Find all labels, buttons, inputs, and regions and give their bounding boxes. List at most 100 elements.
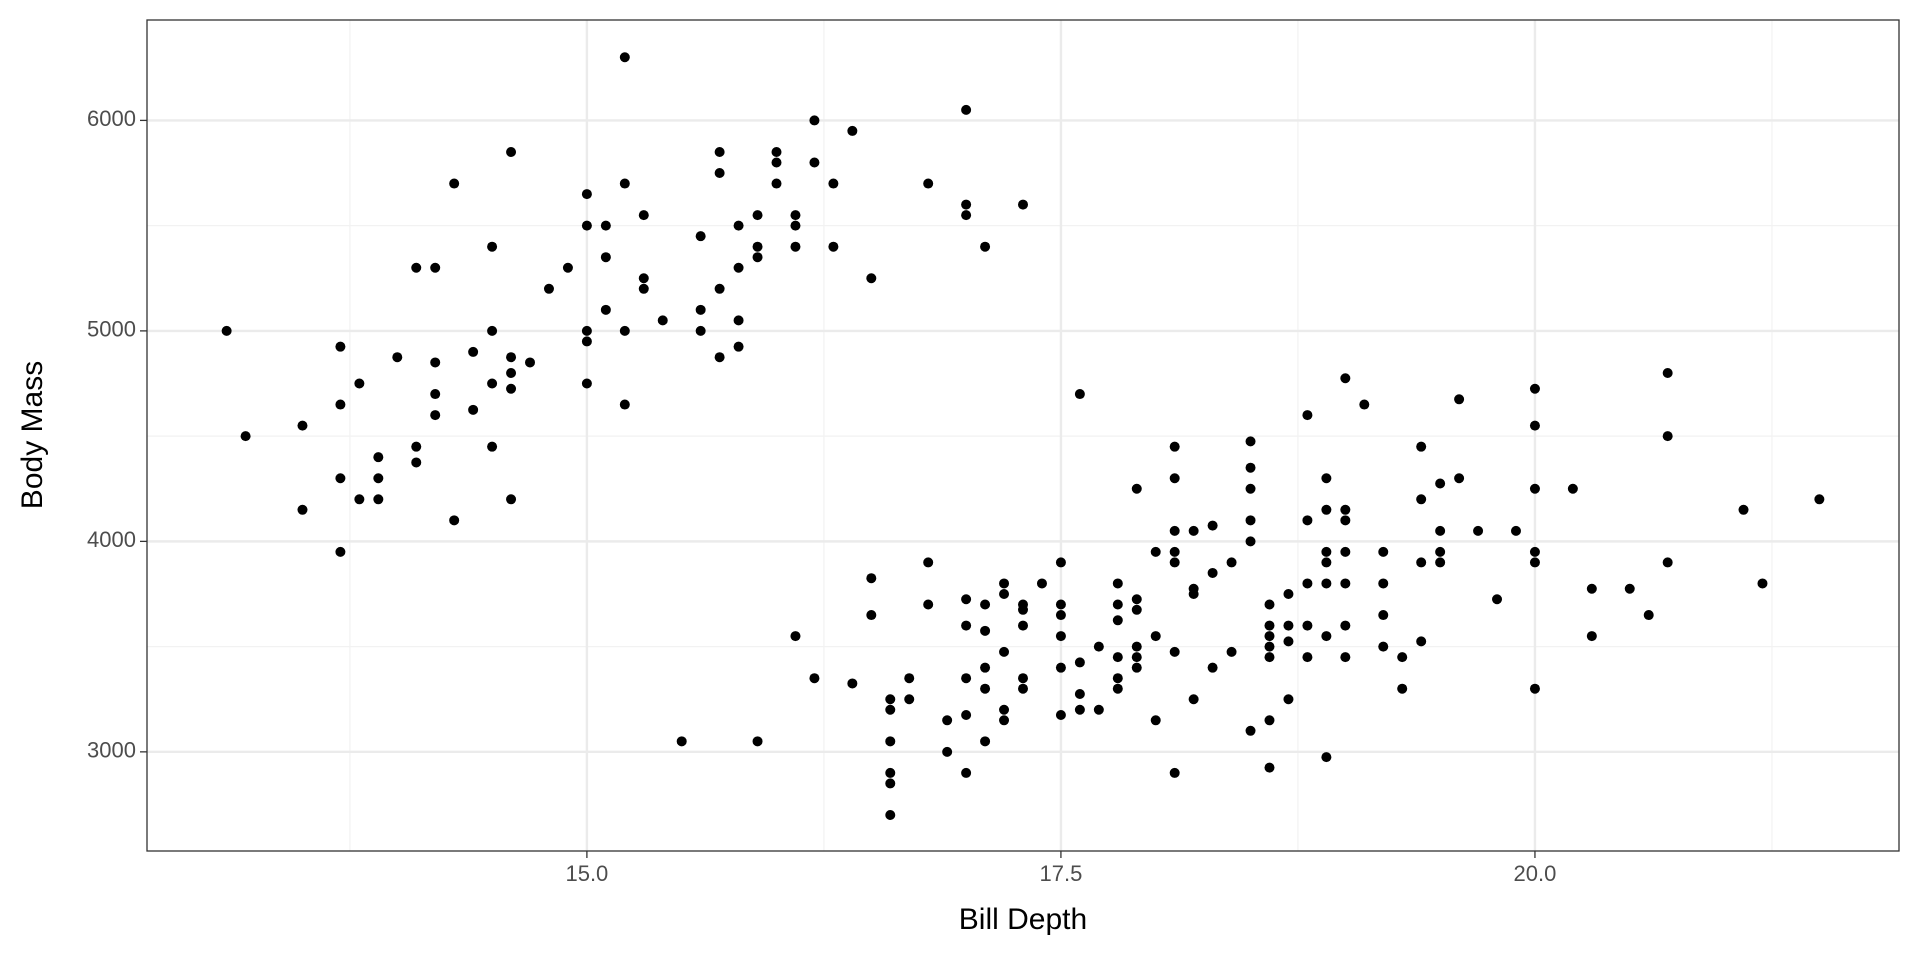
point	[923, 599, 934, 610]
point	[1397, 683, 1408, 694]
point	[1018, 620, 1028, 631]
point	[1378, 578, 1389, 589]
point	[1264, 762, 1275, 773]
point	[1245, 483, 1256, 494]
point	[430, 262, 441, 273]
point	[1264, 620, 1275, 631]
point	[1340, 652, 1351, 663]
point	[1131, 652, 1142, 663]
point	[1321, 631, 1332, 642]
x-tick-label: 15.0	[565, 861, 608, 886]
point	[392, 352, 403, 363]
point	[1435, 478, 1446, 489]
point	[1112, 652, 1123, 663]
point	[790, 220, 801, 231]
point	[1340, 504, 1351, 515]
point	[1169, 557, 1180, 568]
point	[733, 341, 744, 352]
panel-border	[146, 19, 1900, 852]
point	[961, 710, 972, 721]
point	[1321, 546, 1332, 557]
point	[297, 420, 308, 431]
point	[1036, 578, 1047, 589]
point	[1112, 578, 1123, 589]
point	[1188, 588, 1199, 599]
point	[1283, 694, 1294, 705]
point	[1662, 557, 1673, 568]
point	[733, 220, 744, 231]
point	[1359, 399, 1370, 410]
point	[1302, 515, 1313, 526]
point	[638, 210, 649, 221]
point	[904, 673, 915, 684]
point	[695, 231, 706, 242]
point	[1662, 431, 1673, 442]
point	[714, 146, 725, 157]
x-tick-label: 20.0	[1514, 861, 1557, 886]
point	[1055, 631, 1066, 642]
point	[1207, 567, 1218, 578]
point	[1529, 546, 1540, 557]
point	[752, 252, 763, 263]
point	[1378, 610, 1389, 621]
point	[600, 252, 611, 263]
point	[1492, 594, 1503, 605]
point	[1245, 436, 1256, 447]
point	[449, 515, 460, 526]
point	[999, 578, 1010, 589]
point	[1416, 636, 1427, 647]
point	[714, 352, 725, 363]
point	[1169, 646, 1180, 657]
point	[600, 220, 611, 231]
point	[809, 115, 820, 126]
point	[1169, 525, 1180, 536]
point	[1150, 546, 1161, 557]
point	[752, 210, 763, 221]
point	[942, 746, 953, 757]
point	[885, 810, 896, 821]
point	[1321, 752, 1332, 763]
point	[581, 336, 592, 347]
point	[1340, 546, 1351, 557]
point	[1245, 536, 1256, 547]
point	[1738, 504, 1749, 515]
point	[1207, 662, 1218, 673]
point	[543, 283, 554, 294]
point	[1321, 473, 1332, 484]
point	[411, 457, 422, 468]
point	[961, 210, 972, 221]
point	[1473, 525, 1484, 536]
point	[430, 410, 441, 421]
point	[1567, 483, 1578, 494]
point	[468, 346, 479, 357]
point	[1112, 615, 1123, 626]
point	[790, 210, 801, 221]
point	[1321, 557, 1332, 568]
point	[1018, 199, 1028, 210]
point	[619, 399, 630, 410]
point	[581, 325, 592, 336]
point	[335, 473, 346, 484]
point	[1814, 494, 1825, 505]
point	[1529, 557, 1540, 568]
point	[468, 404, 479, 415]
point	[1321, 578, 1332, 589]
point	[714, 168, 725, 179]
point	[1624, 583, 1635, 594]
point	[885, 736, 896, 747]
point	[600, 304, 611, 315]
point	[1055, 557, 1066, 568]
x-axis-title: Bill Depth	[959, 903, 1087, 936]
point	[1169, 473, 1180, 484]
point	[1416, 441, 1427, 452]
point	[923, 178, 934, 189]
point	[733, 262, 744, 273]
point	[961, 199, 972, 210]
point	[1529, 683, 1540, 694]
point	[430, 389, 441, 400]
point	[1340, 515, 1351, 526]
point	[1169, 546, 1180, 557]
point	[1131, 483, 1142, 494]
point	[752, 736, 763, 747]
point	[980, 683, 991, 694]
